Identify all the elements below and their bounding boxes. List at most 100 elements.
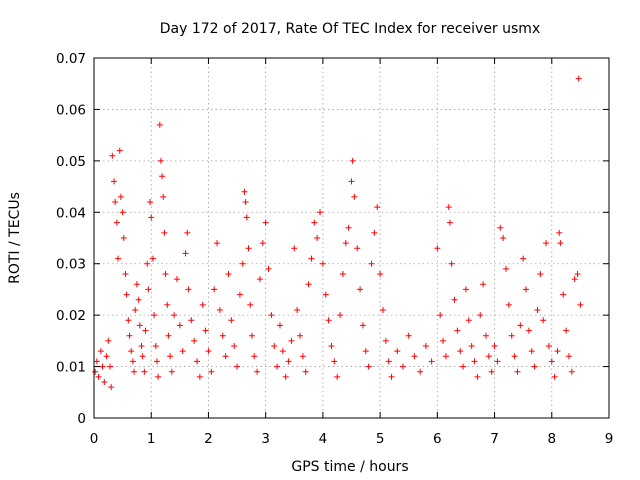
data-point — [297, 332, 303, 339]
data-point — [205, 348, 212, 355]
data-point — [337, 312, 344, 319]
data-point — [514, 368, 521, 375]
data-point — [465, 317, 472, 324]
data-point — [434, 245, 441, 252]
data-point — [574, 271, 581, 277]
data-point — [182, 250, 189, 257]
data-point — [128, 348, 135, 355]
data-point — [554, 348, 561, 355]
data-point — [311, 219, 318, 226]
data-point — [155, 373, 162, 380]
data-point — [374, 204, 381, 211]
data-point — [162, 271, 169, 277]
data-point — [511, 353, 518, 360]
data-point — [365, 363, 372, 370]
y-tick-label: 0 — [77, 411, 86, 427]
data-point — [328, 343, 335, 349]
data-point — [279, 348, 286, 355]
x-tick-label: 0 — [90, 431, 99, 447]
data-point — [551, 373, 558, 380]
data-point — [228, 317, 235, 324]
data-point — [239, 260, 246, 267]
data-point — [331, 358, 338, 365]
data-point — [151, 312, 158, 319]
y-tick-label: 0.05 — [56, 154, 86, 170]
data-point — [251, 353, 258, 360]
data-point — [107, 363, 114, 370]
data-point — [308, 255, 315, 262]
data-point — [245, 245, 252, 252]
data-point — [305, 281, 312, 288]
data-point — [345, 224, 352, 231]
data-point — [468, 343, 475, 349]
data-point — [362, 348, 369, 355]
data-point — [568, 368, 575, 375]
data-point — [325, 317, 332, 324]
data-point — [168, 368, 175, 375]
data-point — [534, 307, 541, 313]
y-tick-label: 0.06 — [56, 102, 86, 118]
data-point — [101, 379, 108, 385]
data-point — [565, 353, 572, 360]
data-point — [247, 301, 254, 308]
data-point — [382, 337, 389, 344]
data-point — [354, 245, 361, 252]
data-point — [194, 358, 200, 365]
data-point — [139, 353, 146, 360]
data-point — [241, 188, 248, 195]
data-point — [109, 152, 116, 159]
data-point — [164, 301, 171, 308]
data-point — [537, 271, 544, 277]
data-point — [147, 199, 154, 205]
data-point — [388, 373, 395, 380]
data-point — [497, 224, 504, 231]
x-tick-label: 9 — [605, 431, 614, 447]
data-point — [148, 214, 155, 221]
data-point — [103, 353, 110, 360]
data-point — [477, 312, 484, 319]
data-point — [285, 358, 292, 365]
data-point — [208, 368, 215, 375]
data-point — [322, 291, 329, 298]
x-tick-label: 5 — [376, 431, 385, 447]
data-point — [491, 343, 498, 349]
data-point — [120, 235, 127, 241]
data-point — [199, 301, 206, 308]
data-point — [185, 286, 192, 293]
data-point — [202, 327, 209, 334]
data-point — [184, 229, 191, 236]
data-point — [113, 219, 120, 226]
y-axis-label: ROTI / TECUs — [7, 192, 23, 284]
x-tick-label: 3 — [261, 431, 270, 447]
data-point — [93, 358, 100, 365]
data-point — [454, 327, 461, 334]
data-point — [122, 271, 129, 277]
y-tick-label: 0.01 — [56, 360, 86, 376]
data-point — [488, 368, 495, 375]
data-point — [560, 291, 567, 298]
data-point — [234, 363, 241, 370]
data-point — [523, 286, 530, 293]
data-point — [505, 301, 512, 308]
data-point — [133, 281, 140, 288]
data-point — [545, 343, 552, 349]
data-point — [149, 255, 156, 262]
x-tick-labels: 0 1 2 3 4 5 6 7 8 9 — [90, 431, 614, 447]
data-point — [256, 276, 263, 283]
data-point — [446, 219, 453, 226]
data-point — [196, 373, 203, 380]
data-point — [368, 260, 375, 267]
data-point — [357, 286, 364, 293]
data-point — [225, 271, 232, 277]
x-tick-label: 6 — [433, 431, 442, 447]
data-point — [125, 317, 132, 324]
data-point — [503, 265, 509, 272]
x-tick-label: 4 — [319, 431, 328, 447]
data-point — [211, 286, 218, 293]
plot-frame — [93, 57, 610, 419]
data-point — [259, 240, 266, 247]
data-point — [577, 301, 584, 308]
data-point — [428, 358, 435, 365]
x-tick-label: 1 — [147, 431, 156, 447]
data-point — [95, 373, 102, 380]
